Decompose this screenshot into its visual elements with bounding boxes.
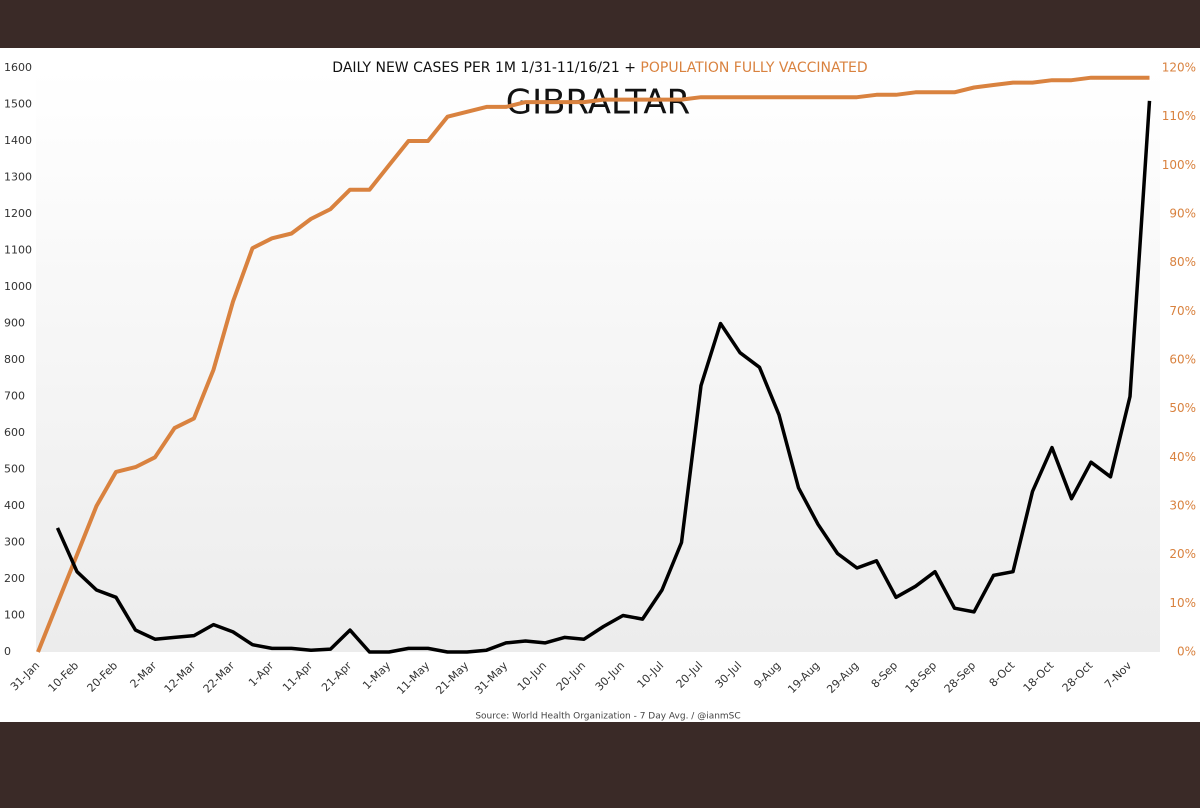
series-line bbox=[36, 75, 1150, 653]
y2-tick-label: 70% bbox=[1169, 304, 1196, 318]
y-tick-label: 0 bbox=[4, 645, 11, 658]
y-tick-label: 1600 bbox=[4, 61, 32, 74]
y-tick-label: 300 bbox=[4, 536, 25, 549]
y-tick-label: 1400 bbox=[4, 134, 32, 147]
y2-tick-label: 30% bbox=[1169, 499, 1196, 513]
y-tick-label: 100 bbox=[4, 609, 25, 622]
y2-tick-label: 110% bbox=[1162, 109, 1196, 123]
y-tick-label: 700 bbox=[4, 390, 25, 403]
y-tick-label: 200 bbox=[4, 572, 25, 585]
source: Source: World Health Organization - 7 Da… bbox=[475, 712, 740, 722]
y2-tick-label: 0% bbox=[1177, 645, 1196, 659]
title-part: DAILY NEW CASES PER 1M 1/31-11/16/21 + bbox=[332, 60, 640, 76]
series-line bbox=[55, 100, 1152, 654]
y-tick-label: 800 bbox=[4, 353, 25, 366]
y2-tick-label: 120% bbox=[1162, 61, 1196, 75]
title-highlight: POPULATION FULLY VACCINATED bbox=[640, 60, 867, 76]
y2-tick-label: 50% bbox=[1169, 401, 1196, 415]
y2-tick-label: 20% bbox=[1169, 547, 1196, 561]
y2-tick-label: 100% bbox=[1162, 158, 1196, 172]
y2-tick-label: 10% bbox=[1169, 596, 1196, 610]
y-tick-label: 1300 bbox=[4, 171, 32, 184]
y-tick-label: 900 bbox=[4, 317, 25, 330]
chart-title: DAILY NEW CASES PER 1M 1/31-11/16/21 + P… bbox=[332, 60, 867, 76]
y2-tick-label: 90% bbox=[1169, 207, 1196, 221]
y-tick-label: 1100 bbox=[4, 244, 32, 257]
y-tick-label: 1500 bbox=[4, 98, 32, 111]
y-tick-label: 500 bbox=[4, 463, 25, 476]
y-tick-label: 1200 bbox=[4, 207, 32, 220]
y2-tick-label: 40% bbox=[1169, 450, 1196, 464]
y-tick-label: 600 bbox=[4, 426, 25, 439]
y-tick-label: 1000 bbox=[4, 280, 32, 293]
y-tick-label: 400 bbox=[4, 499, 25, 512]
y2-tick-label: 60% bbox=[1169, 353, 1196, 367]
plot-area bbox=[36, 68, 1160, 652]
y2-tick-label: 80% bbox=[1169, 255, 1196, 269]
